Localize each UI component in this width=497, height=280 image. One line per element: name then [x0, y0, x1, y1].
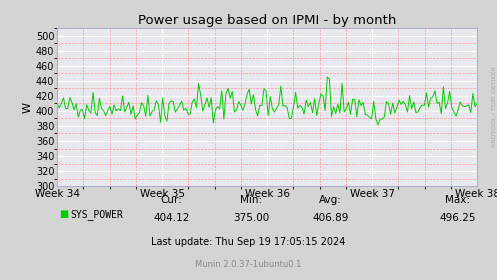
- Text: Avg:: Avg:: [319, 195, 342, 205]
- Text: Min:: Min:: [240, 195, 262, 205]
- Text: 406.89: 406.89: [312, 213, 349, 223]
- Text: Last update: Thu Sep 19 17:05:15 2024: Last update: Thu Sep 19 17:05:15 2024: [151, 237, 346, 247]
- Text: SYS_POWER: SYS_POWER: [71, 209, 123, 220]
- Text: Max:: Max:: [445, 195, 470, 205]
- Y-axis label: W: W: [23, 102, 33, 113]
- Title: Power usage based on IPMI - by month: Power usage based on IPMI - by month: [138, 14, 396, 27]
- Text: RRDTOOL / TOBI OETIKER: RRDTOOL / TOBI OETIKER: [491, 66, 496, 147]
- Text: ■: ■: [59, 209, 68, 219]
- Text: 404.12: 404.12: [153, 213, 190, 223]
- Text: 496.25: 496.25: [439, 213, 476, 223]
- Text: 375.00: 375.00: [233, 213, 269, 223]
- Text: Munin 2.0.37-1ubuntu0.1: Munin 2.0.37-1ubuntu0.1: [195, 260, 302, 269]
- Text: Cur:: Cur:: [161, 195, 182, 205]
